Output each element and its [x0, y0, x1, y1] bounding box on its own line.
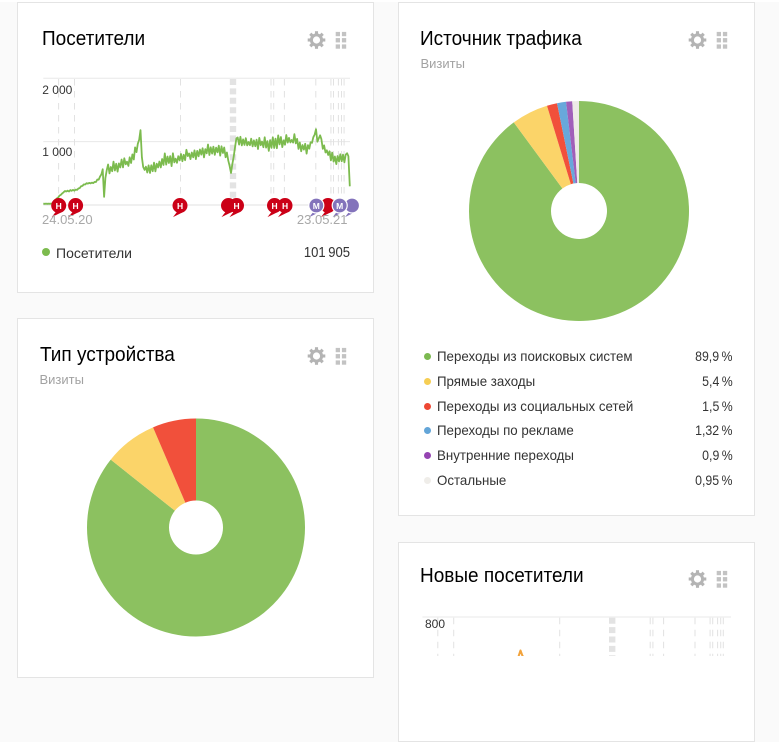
- svg-text:М: М: [336, 201, 343, 211]
- svg-text:Н: Н: [271, 201, 277, 211]
- svg-text:Н: Н: [233, 201, 239, 211]
- svg-text:Н: Н: [56, 201, 62, 211]
- svg-text:М: М: [313, 201, 320, 211]
- svg-text:Н: Н: [73, 201, 79, 211]
- svg-text:Н: Н: [177, 201, 183, 211]
- svg-text:Н: Н: [282, 201, 288, 211]
